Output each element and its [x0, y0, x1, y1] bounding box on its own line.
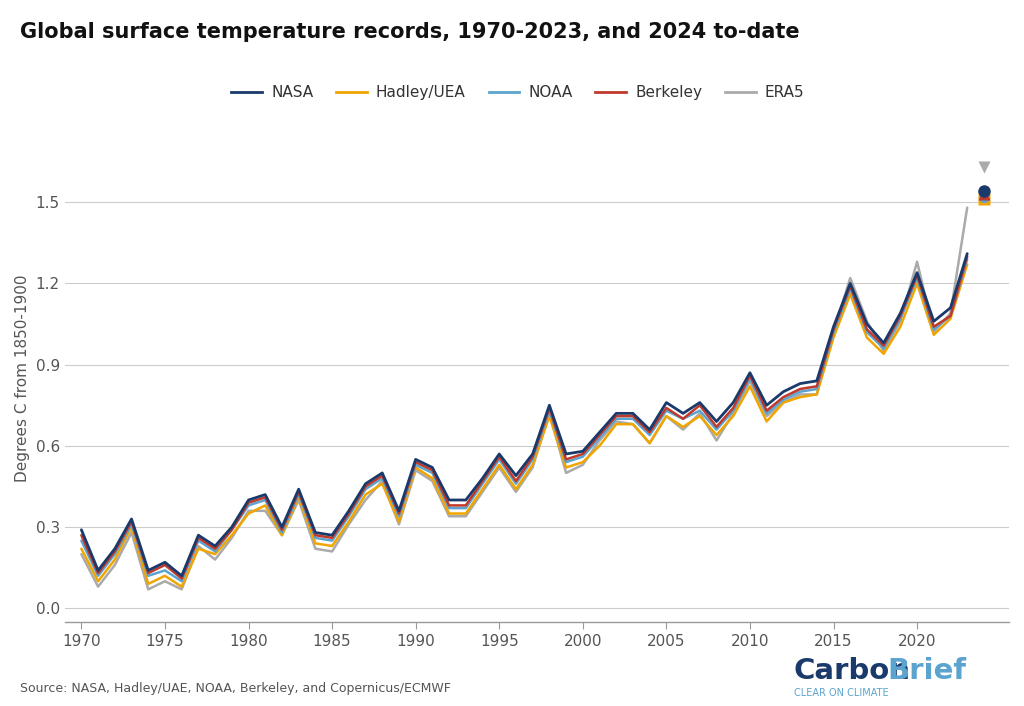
Text: Source: NASA, Hadley/UAE, NOAA, Berkeley, and Copernicus/ECMWF: Source: NASA, Hadley/UAE, NOAA, Berkeley… — [20, 683, 452, 695]
Text: CLEAR ON CLIMATE: CLEAR ON CLIMATE — [794, 688, 888, 698]
Legend: NASA, Hadley/UEA, NOAA, Berkeley, ERA5: NASA, Hadley/UEA, NOAA, Berkeley, ERA5 — [225, 79, 811, 106]
Y-axis label: Degrees C from 1850-1900: Degrees C from 1850-1900 — [15, 275, 30, 482]
Text: Brief: Brief — [888, 657, 967, 685]
Text: Global surface temperature records, 1970-2023, and 2024 to-date: Global surface temperature records, 1970… — [20, 23, 800, 42]
Text: Carbon: Carbon — [794, 657, 910, 685]
